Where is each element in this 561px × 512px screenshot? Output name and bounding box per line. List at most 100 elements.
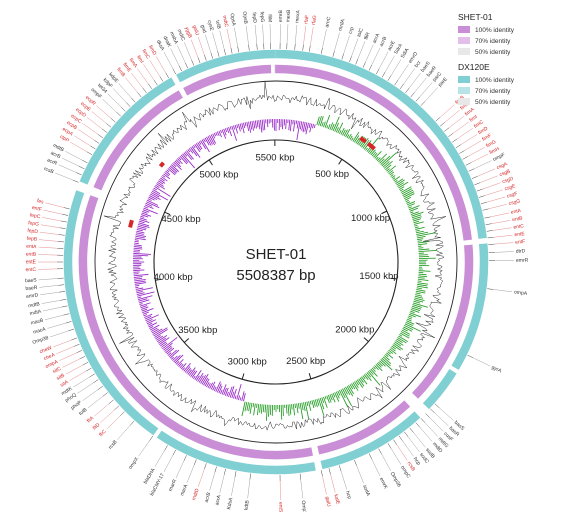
gc-skew-negative: [139, 217, 147, 221]
gene-connector: [434, 412, 449, 427]
gene-tick: [183, 455, 187, 461]
legend-swatch-1-50: [458, 48, 470, 55]
gc-skew-negative: [253, 120, 256, 129]
gene-tick: [230, 47, 233, 54]
gene-connector: [390, 448, 402, 465]
position-tick: [164, 211, 171, 216]
gene-label: arnC: [324, 16, 332, 28]
gc-skew-positive: [418, 270, 431, 272]
gc-skew-negative: [263, 119, 266, 131]
gc-skew-positive: [380, 155, 391, 165]
gc-skew-positive: [391, 345, 397, 350]
gc-skew-negative: [143, 314, 148, 317]
gc-skew-negative: [174, 354, 184, 364]
gene-connector: [55, 172, 73, 181]
gc-skew-negative: [184, 366, 191, 373]
gene-tick: [172, 68, 176, 75]
gene-connector: [262, 24, 264, 44]
gc-skew-positive: [410, 211, 414, 214]
gene-connector: [219, 474, 225, 494]
gc-skew-negative: [136, 230, 145, 234]
gene-connector: [322, 29, 327, 49]
gc-skew-negative: [301, 121, 304, 131]
gc-skew-positive: [260, 404, 263, 414]
gc-skew-negative: [156, 335, 164, 341]
gene-label: fliR: [363, 31, 371, 40]
gene-connector: [494, 251, 514, 253]
gc-skew-positive: [414, 226, 419, 229]
gene-connector: [143, 64, 155, 81]
gene-tick: [172, 449, 176, 456]
position-tick-label: 5000 kbp: [199, 170, 238, 181]
gene-label: fimF: [481, 133, 492, 143]
gc-skew-positive: [340, 127, 345, 135]
gc-skew-negative: [142, 209, 150, 213]
gene-connector: [45, 314, 64, 320]
gc-skew-positive: [418, 247, 424, 249]
gc-skew-positive: [345, 128, 351, 138]
gc-skew-negative: [168, 349, 177, 358]
gene-tick: [249, 473, 251, 480]
gc-skew-negative: [229, 386, 235, 398]
gc-skew-positive: [338, 389, 349, 408]
gc-skew-negative: [183, 152, 188, 157]
gc-skew-positive: [296, 403, 299, 414]
gene-connector: [390, 59, 402, 76]
gc-skew-negative: [149, 324, 160, 331]
gc-skew-positive: [324, 114, 331, 128]
gene-tick: [368, 453, 372, 460]
gene-tick: [204, 54, 207, 61]
gene-connector: [424, 87, 438, 102]
gene-connector: [205, 34, 212, 53]
gene-connector: [472, 357, 491, 367]
gc-skew-positive: [403, 326, 413, 332]
gene-label: entB: [512, 215, 524, 223]
gc-skew-negative: [150, 327, 158, 332]
gc-skew-positive: [292, 403, 296, 416]
gc-skew-positive: [371, 367, 376, 372]
gene-tick: [68, 328, 74, 332]
gc-skew-negative: [153, 327, 168, 337]
gene-label: mdtB: [28, 301, 41, 309]
gc-skew-positive: [319, 116, 324, 127]
gene-connector: [467, 147, 485, 157]
gc-skew-negative: [166, 169, 170, 173]
gene-connector: [402, 440, 414, 457]
gene-label: macA: [33, 326, 48, 336]
gc-skew-negative: [215, 132, 218, 136]
gc-skew-negative: [136, 292, 145, 295]
gene-tick: [354, 459, 357, 466]
dx120e-identity-ring-segment: [275, 49, 487, 239]
gene-label: baeR: [25, 285, 38, 292]
gene-connector: [163, 455, 174, 473]
gc-skew-positive: [413, 221, 424, 225]
gene-connector: [149, 60, 160, 77]
gc-skew-positive: [383, 160, 393, 169]
gene-tick: [93, 139, 100, 144]
gene-connector: [474, 160, 492, 169]
gc-skew-negative: [137, 223, 150, 228]
gc-skew-negative: [204, 137, 210, 146]
gene-label: fimC: [140, 48, 151, 60]
gene-tick: [72, 179, 79, 183]
gc-skew-positive: [375, 156, 379, 160]
gene-tick: [355, 58, 359, 65]
gene-tick: [378, 448, 382, 455]
legend-entry-1-100: 100% identity: [475, 27, 515, 34]
gene-label: mrdA: [337, 18, 346, 32]
gc-skew-negative: [188, 148, 194, 154]
gc-skew-positive: [353, 381, 359, 388]
gene-tick: [120, 106, 126, 112]
gc-skew-positive: [285, 404, 288, 414]
gc-skew-negative: [313, 124, 316, 129]
gc-skew-negative: [249, 121, 253, 130]
gene-connector: [231, 477, 236, 496]
gc-skew-positive: [417, 282, 429, 285]
gc-skew-negative: [285, 119, 287, 130]
gc-skew-negative: [198, 141, 202, 145]
dx120e-identity-ring-segment: [176, 49, 276, 83]
gc-skew-positive: [415, 226, 425, 230]
gene-tick: [125, 102, 131, 107]
gc-skew-positive: [363, 374, 369, 380]
